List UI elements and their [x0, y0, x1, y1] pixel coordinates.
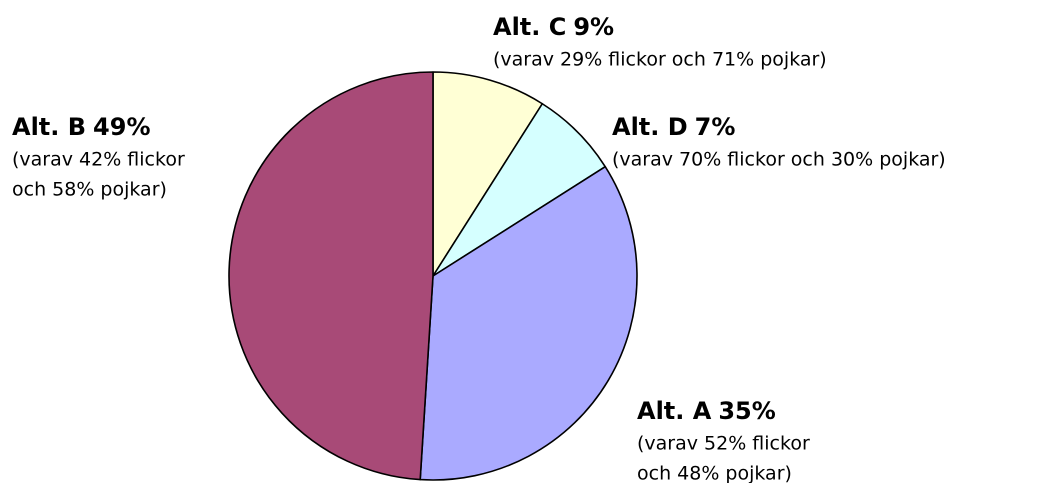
value-label: 49%	[93, 113, 150, 141]
value-label: 7%	[695, 113, 736, 141]
category-name: Alt. C	[493, 13, 566, 41]
slice-label: Alt. B 49%	[12, 113, 151, 141]
pie-slice	[432, 71, 544, 277]
slice-description: (varav 52% flickor	[637, 433, 810, 455]
category-name: Alt. A	[637, 397, 712, 425]
slice-label: Alt. C 9%	[493, 13, 614, 41]
pie-slice	[419, 165, 638, 481]
slice-label: Alt. A 35%	[637, 397, 776, 425]
slice-description: och 58% pojkar)	[12, 179, 167, 201]
category-name: Alt. B	[12, 113, 86, 141]
slice-description: (varav 42% flickor	[12, 149, 185, 171]
slice-description: (varav 70% flickor och 30% pojkar)	[612, 149, 946, 171]
value-label: 9%	[573, 13, 614, 41]
value-label: 35%	[718, 397, 775, 425]
slice-label: Alt. D 7%	[612, 113, 735, 141]
pie-slice	[228, 71, 434, 481]
slice-description: och 48% pojkar)	[637, 463, 792, 483]
category-name: Alt. D	[612, 113, 688, 141]
slice-description: (varav 29% flickor och 71% pojkar)	[493, 49, 827, 71]
